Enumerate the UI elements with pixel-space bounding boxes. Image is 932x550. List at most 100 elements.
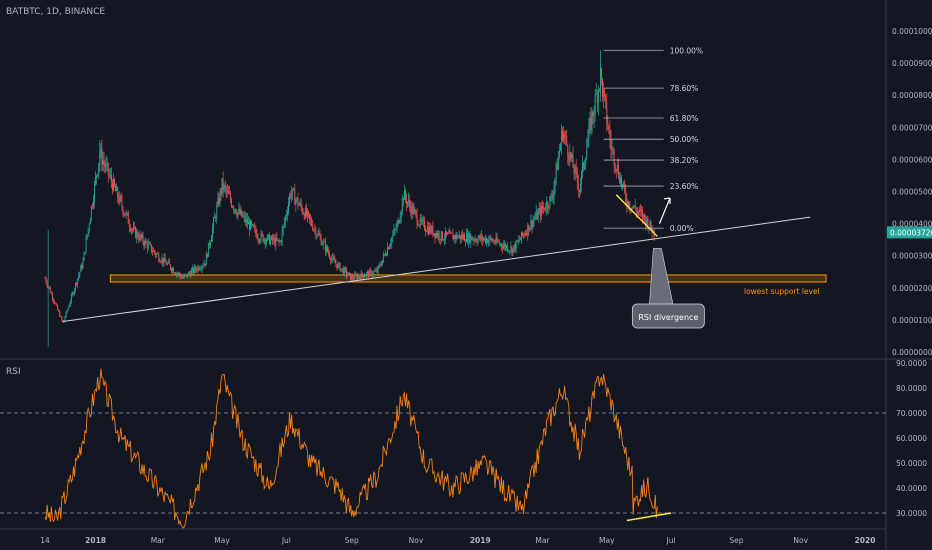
candle-body — [180, 275, 182, 278]
candle-body — [457, 236, 459, 239]
candle-body — [485, 237, 487, 243]
candle-body — [602, 79, 604, 98]
candle-body — [611, 148, 613, 150]
candle-body — [597, 89, 599, 104]
candle-body — [445, 231, 446, 239]
candle-body — [247, 221, 249, 225]
candle-body — [316, 235, 318, 237]
candle-body — [644, 213, 646, 219]
candle-body — [497, 241, 499, 243]
candle-body — [80, 265, 82, 272]
candle-body — [292, 188, 294, 194]
candle-body — [176, 273, 178, 275]
candle-body — [81, 265, 83, 269]
candle-body — [409, 200, 411, 206]
candle-body — [67, 307, 69, 311]
candle-body — [569, 151, 571, 161]
candle-body — [351, 276, 353, 280]
trendline[interactable] — [62, 216, 811, 323]
candle-body — [433, 233, 435, 236]
candle-body — [364, 276, 366, 277]
candle-body — [139, 234, 141, 240]
candle-body — [556, 163, 558, 170]
candle-body — [324, 241, 326, 252]
candle-body — [286, 212, 288, 215]
time-tick-label: Mar — [151, 536, 166, 545]
candle-body — [467, 233, 469, 243]
candle-body — [254, 227, 256, 228]
candle-body — [400, 211, 402, 218]
candle-body — [73, 292, 74, 294]
rsi-pane[interactable] — [0, 368, 886, 529]
candle-body — [98, 163, 100, 174]
rsi-tick-label: 50.0000 — [896, 459, 927, 468]
candle-body — [263, 239, 265, 242]
candle-body — [505, 243, 507, 249]
candle-body — [77, 278, 79, 285]
candle-body — [356, 275, 358, 280]
candle-body — [492, 240, 494, 242]
candle-body — [313, 228, 315, 230]
candle-body — [530, 220, 532, 228]
time-tick-label: 14 — [40, 536, 50, 545]
candle-body — [578, 190, 580, 192]
candle-body — [267, 234, 269, 236]
candle-body — [509, 250, 511, 252]
candle-body — [113, 179, 114, 191]
candle-body — [71, 292, 73, 296]
candle-body — [523, 234, 524, 236]
candle-body — [151, 244, 152, 252]
candle-body — [196, 269, 198, 271]
candle-body — [123, 213, 125, 215]
candle-body — [224, 184, 226, 188]
candle-body — [257, 238, 259, 240]
candle-body — [459, 234, 461, 240]
candle-body — [506, 245, 508, 249]
candle-body — [388, 247, 390, 250]
candle-body — [357, 276, 359, 280]
price-pane[interactable]: lowest support level 100.00% 78.60% 61.80% 5… — [44, 46, 827, 348]
candle-body — [96, 175, 98, 177]
candle-body — [280, 241, 282, 243]
candle-body — [173, 268, 175, 273]
candle-body — [333, 256, 335, 260]
candle-body — [288, 203, 289, 213]
candle-body — [128, 223, 130, 228]
candle-body — [574, 166, 576, 174]
candle-body — [606, 101, 608, 123]
time-tick-label: Sep — [729, 536, 743, 545]
candle-body — [314, 228, 316, 230]
candle-body — [64, 316, 66, 321]
callout-box[interactable] — [631, 303, 705, 329]
candle-body — [202, 265, 204, 267]
candle-body — [472, 239, 474, 240]
time-tick-label: Sep — [345, 536, 359, 545]
candle-body — [338, 263, 340, 264]
candle-body — [596, 93, 598, 104]
time-tick-label: Nov — [793, 536, 808, 545]
candle-body — [45, 278, 47, 283]
candle-body — [441, 231, 443, 240]
candle-body — [87, 228, 89, 235]
candle-body — [635, 209, 637, 213]
candle-body — [261, 232, 263, 235]
candle-body — [636, 211, 638, 213]
candle-body — [100, 148, 102, 155]
candle-body — [407, 202, 409, 205]
candle-body — [266, 235, 268, 241]
candle-body — [373, 271, 375, 275]
price-divergence-line[interactable] — [615, 194, 658, 237]
candle-body — [552, 196, 554, 200]
rsi-tick-label: 40.0000 — [896, 484, 927, 493]
candle-body — [328, 251, 329, 254]
support-zone[interactable] — [109, 274, 827, 283]
candle-body — [232, 206, 234, 207]
rsi-divergence-line[interactable] — [626, 512, 672, 522]
rsi-line[interactable] — [44, 368, 658, 529]
candle-body — [210, 241, 211, 246]
candle-body — [343, 268, 345, 274]
candle-body — [290, 194, 292, 197]
candle-body — [70, 295, 72, 302]
